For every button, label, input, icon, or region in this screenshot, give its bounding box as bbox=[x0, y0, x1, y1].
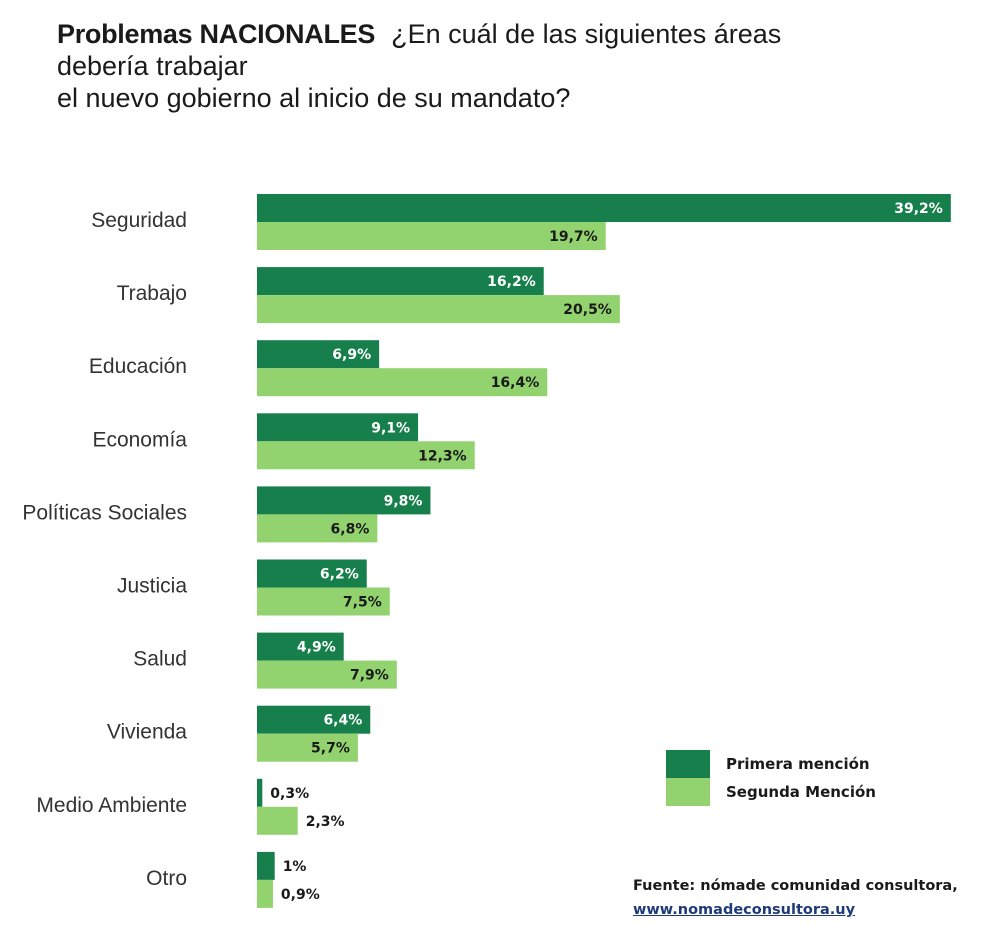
category-label-vivienda: Vivienda bbox=[107, 721, 187, 744]
bar-value-label-primera-trabajo: 16,2% bbox=[487, 274, 536, 290]
bar-value-label-primera-otro: 1% bbox=[283, 859, 307, 875]
bar-value-label-primera-salud: 4,9% bbox=[297, 640, 336, 656]
bar-primera-politicas-sociales bbox=[257, 486, 431, 515]
bar-value-label-segunda-educacion: 16,4% bbox=[491, 375, 540, 391]
bar-segunda-educacion bbox=[257, 368, 548, 397]
bar-value-label-primera-justicia: 6,2% bbox=[320, 567, 359, 583]
bar-segunda-trabajo bbox=[257, 295, 620, 324]
bar-segunda-seguridad bbox=[257, 222, 606, 250]
bar-segunda-justicia bbox=[257, 587, 390, 616]
chart-title: Problemas NACIONALES ¿En cuál de las sigu… bbox=[57, 18, 957, 114]
bar-value-label-segunda-vivienda: 5,7% bbox=[311, 741, 350, 757]
legend-item-segunda: Segunda Mención bbox=[666, 778, 876, 806]
legend: Primera mención Segunda Mención bbox=[666, 750, 876, 806]
bar-primera-seguridad bbox=[257, 194, 951, 222]
title-strong: Problemas NACIONALES bbox=[57, 19, 376, 49]
bar-value-label-primera-seguridad: 39,2% bbox=[894, 201, 943, 217]
bar-value-label-primera-medio-ambiente: 0,3% bbox=[270, 786, 309, 802]
category-label-medio-ambiente: Medio Ambiente bbox=[36, 794, 187, 817]
bar-value-label-segunda-trabajo: 20,5% bbox=[563, 302, 612, 318]
bar-segunda-salud bbox=[257, 660, 397, 689]
bar-primera-justicia bbox=[257, 559, 367, 588]
bar-value-label-primera-economia: 9,1% bbox=[371, 420, 410, 436]
category-label-educacion: Educación bbox=[89, 355, 187, 378]
bar-primera-trabajo bbox=[257, 267, 544, 296]
bar-segunda-politicas-sociales bbox=[257, 514, 378, 543]
legend-swatch-primera bbox=[666, 750, 710, 778]
category-label-otro: Otro bbox=[146, 867, 187, 890]
category-label-seguridad: Seguridad bbox=[91, 209, 187, 232]
category-label-justicia: Justicia bbox=[117, 575, 187, 598]
title-question-line1: ¿En cuál de las siguientes áreas bbox=[391, 19, 782, 49]
bar-value-label-primera-educacion: 6,9% bbox=[332, 347, 371, 363]
source-text: Fuente: nómade comunidad consultora, bbox=[633, 878, 958, 894]
bar-segunda-vivienda bbox=[257, 733, 358, 762]
bar-segunda-otro bbox=[257, 879, 273, 908]
legend-item-primera: Primera mención bbox=[666, 750, 876, 778]
source-link[interactable]: www.nomadeconsultora.uy bbox=[633, 902, 856, 918]
bar-segunda-medio-ambiente bbox=[257, 806, 298, 835]
bar-value-label-primera-politicas-sociales: 9,8% bbox=[384, 493, 423, 509]
title-question-line3: el nuevo gobierno al inicio de su mandat… bbox=[57, 83, 571, 113]
legend-label-segunda: Segunda Mención bbox=[726, 783, 876, 801]
title-question-line2: debería trabajar bbox=[57, 51, 248, 81]
category-label-trabajo: Trabajo bbox=[117, 282, 187, 305]
legend-label-primera: Primera mención bbox=[726, 755, 870, 773]
bar-primera-economia bbox=[257, 413, 419, 442]
bar-primera-salud bbox=[257, 632, 344, 661]
bar-segunda-economia bbox=[257, 441, 475, 470]
bar-value-label-segunda-economia: 12,3% bbox=[418, 448, 467, 464]
bar-value-label-segunda-otro: 0,9% bbox=[281, 887, 320, 903]
category-label-salud: Salud bbox=[133, 648, 187, 671]
bar-value-label-segunda-politicas-sociales: 6,8% bbox=[331, 521, 370, 537]
legend-swatch-segunda bbox=[666, 778, 710, 806]
bar-primera-otro bbox=[257, 851, 275, 880]
bar-primera-vivienda bbox=[257, 705, 371, 734]
bar-primera-educacion bbox=[257, 340, 380, 369]
bar-value-label-primera-vivienda: 6,4% bbox=[323, 713, 362, 729]
bar-value-label-segunda-medio-ambiente: 2,3% bbox=[306, 814, 345, 830]
source-note: Fuente: nómade comunidad consultora, www… bbox=[633, 874, 958, 922]
bar-value-label-segunda-justicia: 7,5% bbox=[343, 595, 382, 611]
category-label-politicas-sociales: Políticas Sociales bbox=[22, 501, 187, 524]
bar-value-label-segunda-salud: 7,9% bbox=[350, 668, 389, 684]
bar-value-label-segunda-seguridad: 19,7% bbox=[549, 229, 598, 245]
bar-primera-medio-ambiente bbox=[257, 778, 263, 807]
category-label-economia: Economía bbox=[92, 428, 187, 451]
